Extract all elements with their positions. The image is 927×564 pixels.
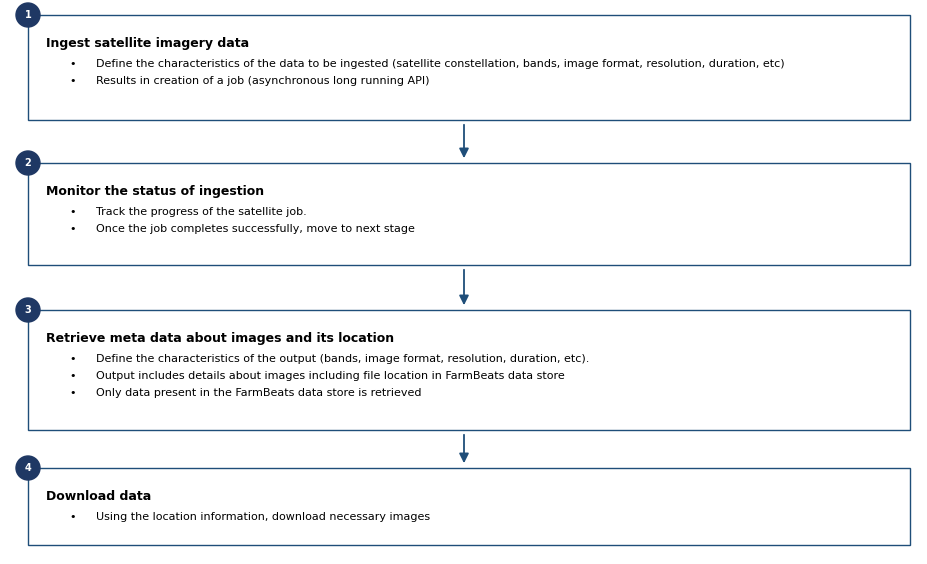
Text: •: • [70,354,76,364]
Text: •: • [70,59,76,69]
Text: 3: 3 [25,305,32,315]
Text: Define the characteristics of the output (bands, image format, resolution, durat: Define the characteristics of the output… [95,354,589,364]
Bar [28,310,909,430]
Text: Define the characteristics of the data to be ingested (satellite constellation, : Define the characteristics of the data t… [95,59,784,69]
Text: •: • [70,512,76,522]
Text: Ingest satellite imagery data: Ingest satellite imagery data [46,37,248,50]
Text: Output includes details about images including file location in FarmBeats data s: Output includes details about images inc… [95,371,565,381]
Text: 2: 2 [25,158,32,168]
Circle shape [16,456,40,480]
Text: Results in creation of a job (asynchronous long running API): Results in creation of a job (asynchrono… [95,76,429,86]
Circle shape [16,3,40,27]
Text: 4: 4 [25,463,32,473]
Text: Using the location information, download necessary images: Using the location information, download… [95,512,429,522]
Text: •: • [70,388,76,398]
Text: Monitor the status of ingestion: Monitor the status of ingestion [46,185,264,198]
Text: Retrieve meta data about images and its location: Retrieve meta data about images and its … [46,332,394,345]
Text: Once the job completes successfully, move to next stage: Once the job completes successfully, mov… [95,224,414,234]
Text: Track the progress of the satellite job.: Track the progress of the satellite job. [95,207,307,217]
Text: Only data present in the FarmBeats data store is retrieved: Only data present in the FarmBeats data … [95,388,421,398]
Text: •: • [70,371,76,381]
Circle shape [16,298,40,322]
Bar [28,468,909,545]
Text: Download data: Download data [46,490,151,503]
Bar [28,163,909,265]
Text: •: • [70,76,76,86]
Circle shape [16,151,40,175]
Bar [28,15,909,120]
Text: 1: 1 [25,10,32,20]
Text: •: • [70,224,76,234]
Text: •: • [70,207,76,217]
